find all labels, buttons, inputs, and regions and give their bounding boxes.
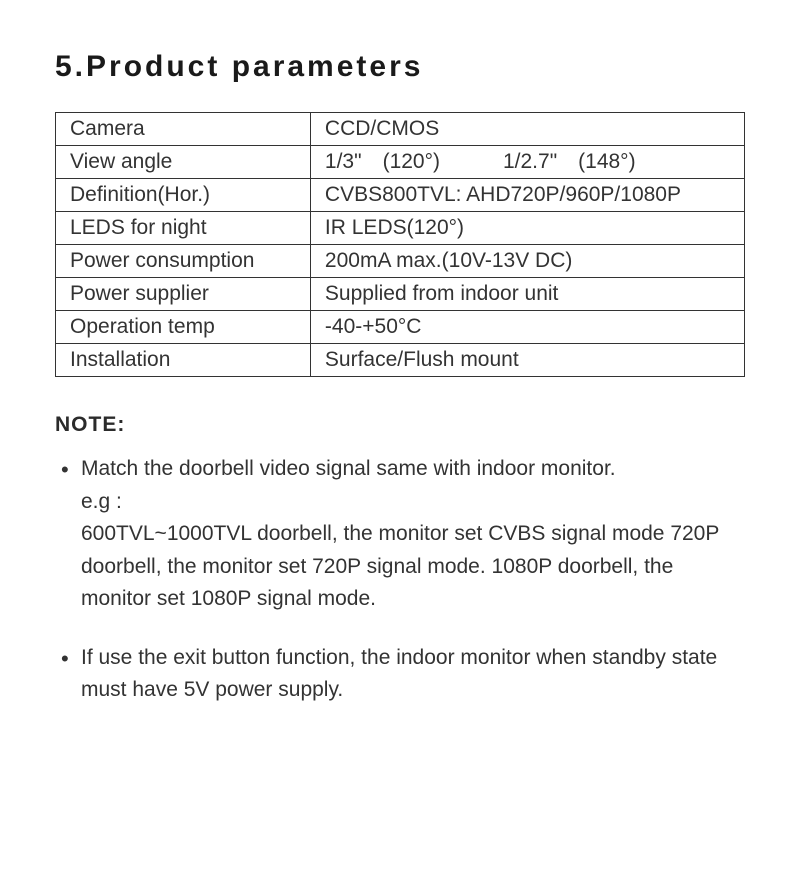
note-item: Match the doorbell video signal same wit… [55, 453, 745, 616]
parameters-tbody: CameraCCD/CMOSView angle1/3" (120°) 1/2.… [56, 113, 745, 377]
param-label: Installation [56, 344, 311, 377]
table-row: Power consumption200mA max.(10V-13V DC) [56, 245, 745, 278]
parameters-table: CameraCCD/CMOSView angle1/3" (120°) 1/2.… [55, 112, 745, 377]
param-label: Definition(Hor.) [56, 179, 311, 212]
table-row: InstallationSurface/Flush mount [56, 344, 745, 377]
param-value: 200mA max.(10V-13V DC) [310, 245, 744, 278]
table-row: CameraCCD/CMOS [56, 113, 745, 146]
table-row: Operation temp-40-+50°C [56, 311, 745, 344]
param-label: Power supplier [56, 278, 311, 311]
param-label: View angle [56, 146, 311, 179]
table-row: Definition(Hor.)CVBS800TVL: AHD720P/960P… [56, 179, 745, 212]
param-value: 1/3" (120°) 1/2.7" (148°) [310, 146, 744, 179]
table-row: View angle1/3" (120°) 1/2.7" (148°) [56, 146, 745, 179]
note-line: If use the exit button function, the ind… [81, 642, 745, 707]
param-value: CVBS800TVL: AHD720P/960P/1080P [310, 179, 744, 212]
note-label: NOTE: [55, 413, 745, 437]
param-value: -40-+50°C [310, 311, 744, 344]
note-item: If use the exit button function, the ind… [55, 642, 745, 707]
param-value: IR LEDS(120°) [310, 212, 744, 245]
table-row: LEDS for nightIR LEDS(120°) [56, 212, 745, 245]
table-row: Power supplierSupplied from indoor unit [56, 278, 745, 311]
param-value: CCD/CMOS [310, 113, 744, 146]
note-line: 600TVL~1000TVL doorbell, the monitor set… [81, 518, 745, 616]
param-value: Supplied from indoor unit [310, 278, 744, 311]
param-label: Operation temp [56, 311, 311, 344]
note-line: Match the doorbell video signal same wit… [81, 453, 745, 486]
note-list: Match the doorbell video signal same wit… [55, 453, 745, 707]
param-label: LEDS for night [56, 212, 311, 245]
param-value: Surface/Flush mount [310, 344, 744, 377]
note-line: e.g : [81, 486, 745, 519]
param-label: Camera [56, 113, 311, 146]
section-heading: 5.Product parameters [55, 50, 745, 84]
param-label: Power consumption [56, 245, 311, 278]
